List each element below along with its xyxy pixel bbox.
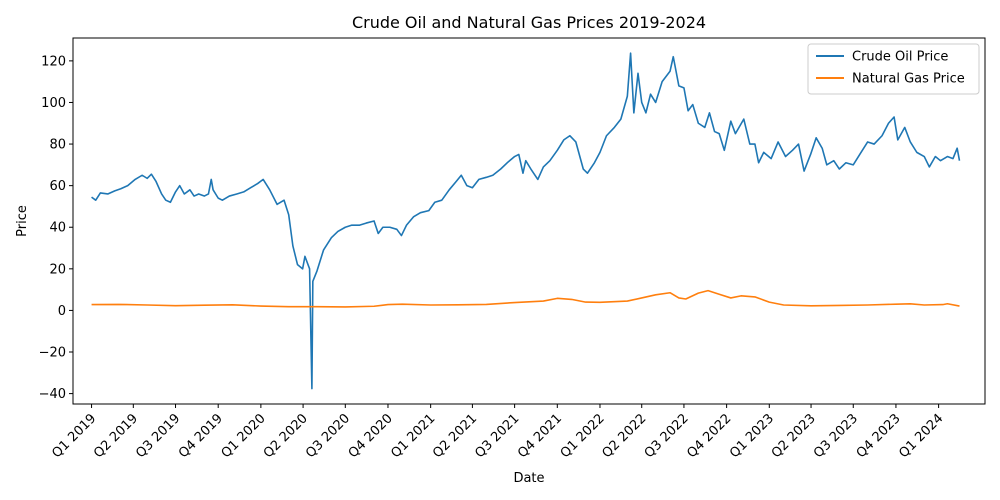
y-tick-label: 100 xyxy=(41,96,66,111)
y-tick-label: −20 xyxy=(39,346,66,361)
y-tick-label: −40 xyxy=(39,387,66,402)
legend-label: Crude Oil Price xyxy=(852,50,948,65)
x-tick-label: Q3 2019 xyxy=(133,411,183,461)
x-tick-label: Q3 2023 xyxy=(811,411,861,461)
legend: Crude Oil Price Natural Gas Price xyxy=(807,43,980,95)
x-tick-label: Q1 2023 xyxy=(727,411,777,461)
x-tick-label: Q1 2024 xyxy=(896,411,946,461)
y-axis-label: Price xyxy=(15,205,30,237)
x-tick-label: Q1 2022 xyxy=(558,411,608,461)
x-tick-label: Q2 2021 xyxy=(430,411,480,461)
y-tick-label: 0 xyxy=(58,304,66,319)
y-axis: −40 −20 0 20 40 60 80 100 120 xyxy=(39,54,73,402)
x-tick-label: Q2 2022 xyxy=(599,411,649,461)
x-tick-label: Q1 2021 xyxy=(388,411,438,461)
y-tick-label: 80 xyxy=(49,138,66,153)
x-tick-label: Q4 2021 xyxy=(515,411,565,461)
x-tick-label: Q3 2021 xyxy=(472,411,522,461)
legend-box xyxy=(807,43,980,95)
series-line-crude-oil xyxy=(91,52,961,390)
x-tick-label: Q4 2022 xyxy=(684,411,734,461)
chart-title: Crude Oil and Natural Gas Prices 2019-20… xyxy=(352,13,706,32)
x-tick-label: Q4 2019 xyxy=(176,411,226,461)
plot-frame xyxy=(72,37,986,405)
x-tick-label: Q2 2020 xyxy=(261,411,311,461)
x-tick-label: Q3 2022 xyxy=(642,411,692,461)
plot-area xyxy=(91,52,961,390)
y-tick-label: 20 xyxy=(49,262,66,277)
x-tick-label: Q4 2020 xyxy=(346,411,396,461)
series-line-natural-gas xyxy=(91,289,960,308)
x-tick-label: Q4 2023 xyxy=(854,411,904,461)
legend-label: Natural Gas Price xyxy=(852,72,965,87)
x-tick-label: Q3 2020 xyxy=(303,411,353,461)
y-tick-label: 40 xyxy=(49,221,66,236)
x-tick-label: Q1 2019 xyxy=(49,411,99,461)
y-tick-label: 120 xyxy=(41,54,66,69)
x-axis-label: Date xyxy=(513,471,544,486)
x-tick-label: Q2 2023 xyxy=(769,411,819,461)
x-tick-label: Q2 2019 xyxy=(91,411,141,461)
y-tick-label: 60 xyxy=(49,179,66,194)
x-tick-label: Q1 2020 xyxy=(219,411,269,461)
